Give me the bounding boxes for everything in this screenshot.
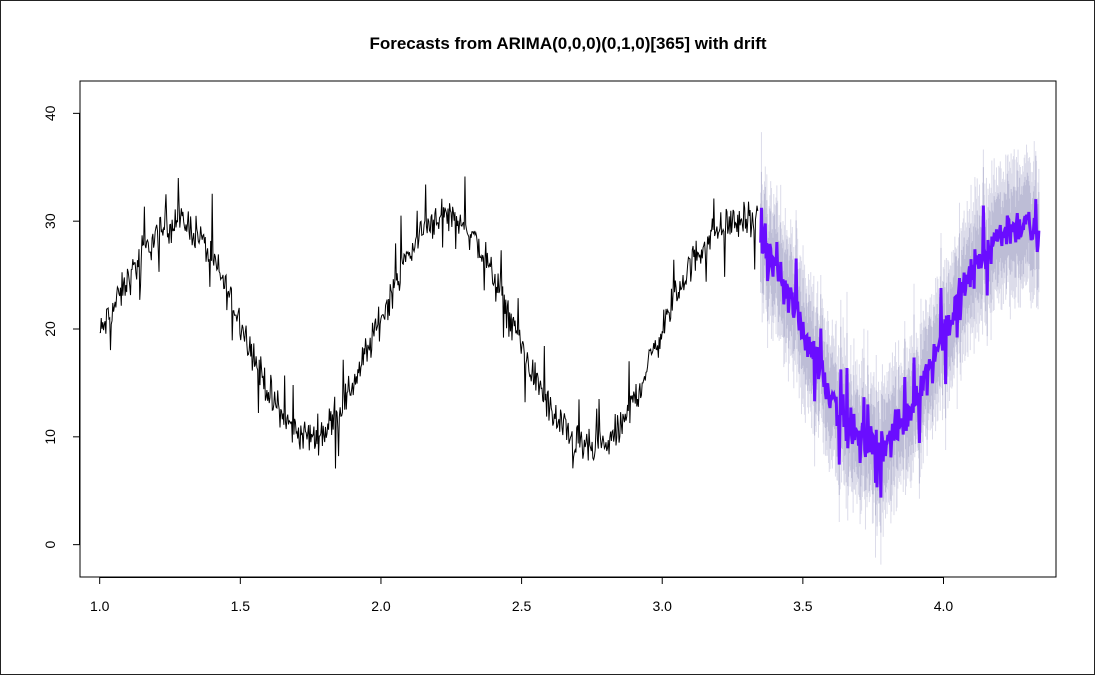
y-axis: 0 10 20 30 40	[42, 105, 80, 549]
chart-title: Forecasts from ARIMA(0,0,0)(0,1,0)[365] …	[369, 34, 766, 53]
x-tick-label: 1.0	[90, 598, 110, 614]
x-axis: 1.0 1.5 2.0 2.5 3.0 3.5 4.0	[90, 577, 953, 614]
x-tick-label: 2.5	[512, 598, 532, 614]
x-tick-label: 4.0	[934, 598, 954, 614]
y-tick-label: 20	[42, 321, 58, 337]
y-tick-label: 40	[42, 105, 58, 121]
plot-frame	[79, 80, 1057, 578]
forecast-series-line	[759, 199, 1041, 498]
y-tick-label: 0	[42, 541, 58, 549]
prediction-intervals	[760, 132, 1040, 565]
x-tick-label: 1.5	[231, 598, 251, 614]
x-tick-label: 2.0	[371, 598, 391, 614]
y-tick-label: 10	[42, 429, 58, 445]
x-tick-label: 3.5	[793, 598, 813, 614]
observed-series-line	[99, 176, 759, 469]
x-tick-label: 3.0	[652, 598, 672, 614]
y-tick-label: 30	[42, 213, 58, 229]
series-layer	[99, 176, 1041, 498]
